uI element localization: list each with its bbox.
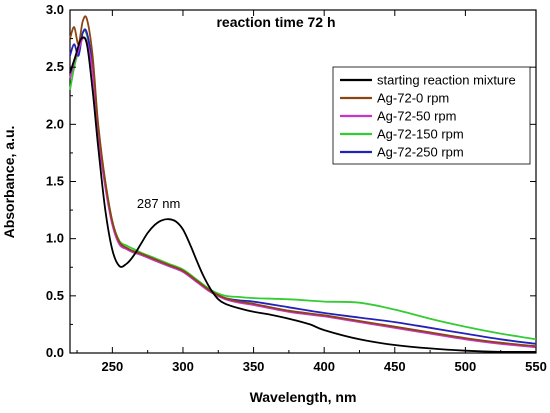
x-tick-label: 550 xyxy=(525,359,547,374)
legend-label-2: Ag-72-50 rpm xyxy=(377,109,456,124)
legend-label-4: Ag-72-250 rpm xyxy=(377,145,464,160)
chart-title: reaction time 72 h xyxy=(216,14,335,30)
y-tick-label: 1.0 xyxy=(46,231,64,246)
y-tick-label: 0.5 xyxy=(46,288,64,303)
x-tick-label: 400 xyxy=(313,359,335,374)
peak-annotation: 287 nm xyxy=(137,196,180,211)
legend: starting reaction mixture Ag-72-0 rpm Ag-7… xyxy=(332,66,531,165)
x-tick-label: 250 xyxy=(102,359,124,374)
y-tick-label: 1.5 xyxy=(46,174,64,189)
legend-label-1: Ag-72-0 rpm xyxy=(377,91,449,106)
series-line-0 xyxy=(69,36,537,353)
plot-frame xyxy=(69,9,537,354)
y-tick-label: 3.0 xyxy=(46,2,64,17)
x-tick-label: 300 xyxy=(172,359,194,374)
curves xyxy=(69,15,537,353)
legend-label-3: Ag-72-150 rpm xyxy=(377,127,464,142)
y-tick-label: 2.5 xyxy=(46,59,64,74)
ticks: 250 300 350 400 450 500 550 0.0 0.5 1.0 1.5 2.0 2.5 3… xyxy=(46,2,547,374)
x-tick-label: 350 xyxy=(243,359,265,374)
series-line-2 xyxy=(69,36,537,349)
series-line-1 xyxy=(69,15,537,347)
x-axis-title: Wavelength, nm xyxy=(250,389,357,405)
x-tick-label: 500 xyxy=(455,359,477,374)
legend-label-0: starting reaction mixture xyxy=(377,73,516,88)
y-tick-label: 0.0 xyxy=(46,345,64,360)
x-tick-label: 450 xyxy=(384,359,406,374)
y-axis-title: Absorbance, a.u. xyxy=(1,126,17,239)
y-tick-label: 2.0 xyxy=(46,116,64,131)
